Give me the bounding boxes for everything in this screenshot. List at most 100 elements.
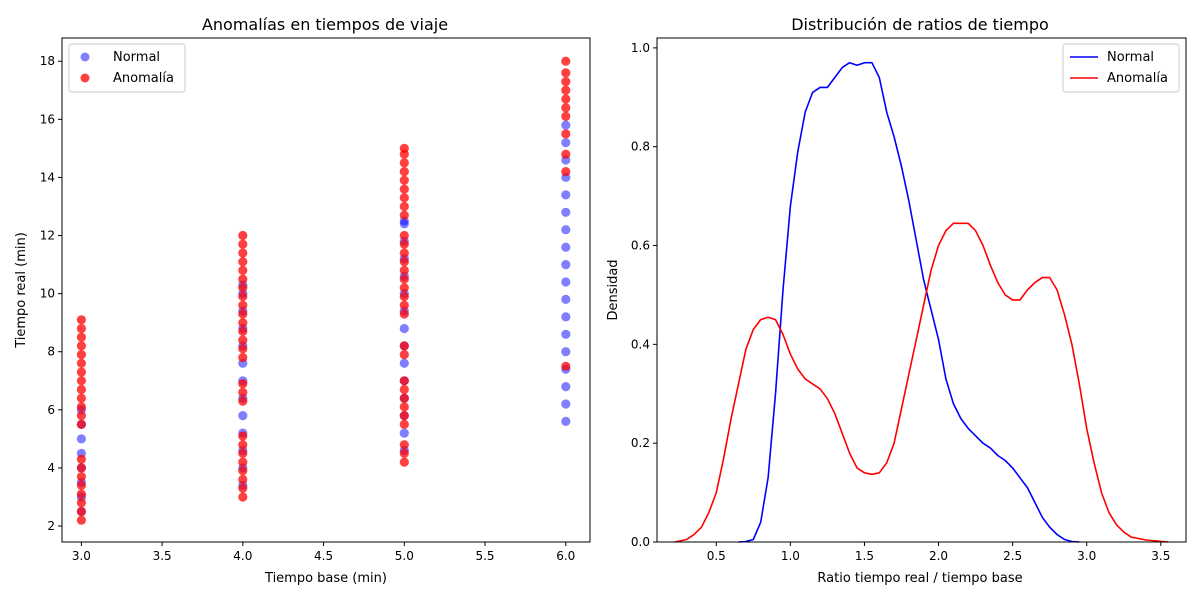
scatter-point xyxy=(561,312,571,322)
scatter-point xyxy=(399,402,409,412)
scatter-point xyxy=(399,291,409,302)
scatter-point xyxy=(399,239,409,249)
scatter-point xyxy=(561,129,571,139)
scatter-panel: Anomalías en tiempos de viaje 3.0 3.5 4.0 4… xyxy=(14,15,591,586)
density-panel: Distribución de ratios de tiempo 0.5 1.0 1… xyxy=(606,15,1187,586)
scatter-point xyxy=(76,411,86,421)
scatter-y-tick-label: 2 xyxy=(47,519,55,533)
scatter-point xyxy=(76,323,86,334)
scatter-point xyxy=(399,274,409,284)
scatter-point xyxy=(238,318,248,328)
scatter-point xyxy=(76,489,86,499)
scatter-point xyxy=(238,230,248,241)
scatter-point xyxy=(238,257,248,267)
scatter-x-tick-label: 6.0 xyxy=(556,549,575,563)
scatter-point xyxy=(238,379,248,389)
scatter-point xyxy=(399,341,409,351)
scatter-point xyxy=(238,274,248,284)
scatter-point xyxy=(238,448,248,458)
density-x-label: Ratio tiempo real / tiempo base xyxy=(817,571,1022,586)
scatter-point xyxy=(399,167,409,177)
scatter-point xyxy=(561,361,571,371)
scatter-point xyxy=(561,68,571,78)
scatter-point xyxy=(399,230,409,241)
scatter-point xyxy=(561,167,571,177)
density-title: Distribución de ratios de tiempo xyxy=(791,15,1049,34)
scatter-point xyxy=(399,419,409,429)
scatter-point xyxy=(238,265,248,275)
scatter-point xyxy=(238,474,248,485)
scatter-point xyxy=(399,184,409,194)
scatter-x-tick-label: 3.0 xyxy=(72,549,91,563)
scatter-point xyxy=(76,498,86,508)
scatter-point xyxy=(399,448,409,458)
scatter-point xyxy=(76,472,86,482)
density-y-label: Densidad xyxy=(606,259,621,320)
legend-normal-marker xyxy=(80,52,90,62)
scatter-point xyxy=(561,207,571,217)
scatter-frame xyxy=(61,37,591,543)
scatter-y-tick-label: 10 xyxy=(40,287,55,301)
scatter-point xyxy=(76,515,86,525)
scatter-series-anomalia xyxy=(76,56,571,525)
scatter-point xyxy=(238,492,248,502)
scatter-point xyxy=(76,463,86,473)
scatter-marks xyxy=(76,56,571,525)
density-legend-box xyxy=(1062,43,1180,93)
scatter-point xyxy=(238,335,248,345)
density-legend-anomalia-label: Anomalía xyxy=(1107,71,1168,86)
scatter-point xyxy=(76,480,86,490)
scatter-point xyxy=(399,411,409,421)
scatter-x-tick-label: 3.5 xyxy=(153,549,172,563)
scatter-point xyxy=(561,347,571,357)
scatter-point xyxy=(561,294,571,304)
density-y-tick-label: 0.6 xyxy=(631,239,650,253)
legend-normal-label: Normal xyxy=(113,50,160,65)
scatter-point xyxy=(238,431,248,441)
density-x-tick-label: 0.5 xyxy=(707,549,726,563)
scatter-series-normal xyxy=(76,120,571,517)
scatter-point xyxy=(561,225,571,235)
scatter-point xyxy=(76,402,86,412)
density-y-ticks: 0.0 0.2 0.4 0.6 0.8 1.0 xyxy=(631,41,657,549)
scatter-point xyxy=(238,344,248,354)
scatter-point xyxy=(76,367,86,377)
density-frame xyxy=(656,37,1187,543)
scatter-point xyxy=(76,358,86,368)
scatter-x-tick-label: 4.0 xyxy=(233,549,252,563)
scatter-point xyxy=(238,387,248,397)
scatter-point xyxy=(399,376,409,386)
scatter-point xyxy=(399,201,409,212)
scatter-point xyxy=(76,341,86,351)
density-x-tick-label: 3.5 xyxy=(1151,549,1170,563)
density-y-tick-label: 0.2 xyxy=(631,436,650,450)
scatter-point xyxy=(76,376,86,386)
scatter-point xyxy=(76,315,86,325)
scatter-point xyxy=(238,466,248,476)
legend-anomalia-label: Anomalía xyxy=(113,71,174,86)
scatter-point xyxy=(561,277,571,287)
scatter-point xyxy=(399,210,409,220)
scatter-point xyxy=(399,384,409,395)
density-line-normal xyxy=(738,61,1080,543)
scatter-point xyxy=(76,384,86,395)
scatter-point xyxy=(399,158,409,168)
density-legend: Normal Anomalía xyxy=(1062,43,1180,93)
scatter-point xyxy=(561,103,571,113)
scatter-point xyxy=(561,260,571,270)
scatter-point xyxy=(561,94,571,104)
scatter-y-tick-label: 8 xyxy=(47,345,55,359)
scatter-x-label: Tiempo base (min) xyxy=(264,571,387,586)
scatter-point xyxy=(238,248,248,258)
density-marks xyxy=(674,61,1169,543)
scatter-point xyxy=(561,77,571,87)
scatter-point xyxy=(76,506,86,517)
scatter-point xyxy=(561,138,571,148)
scatter-point xyxy=(399,300,409,310)
scatter-point xyxy=(561,85,571,95)
scatter-point xyxy=(399,323,409,334)
scatter-point xyxy=(561,329,571,339)
scatter-point xyxy=(561,190,571,200)
scatter-point xyxy=(399,265,409,275)
